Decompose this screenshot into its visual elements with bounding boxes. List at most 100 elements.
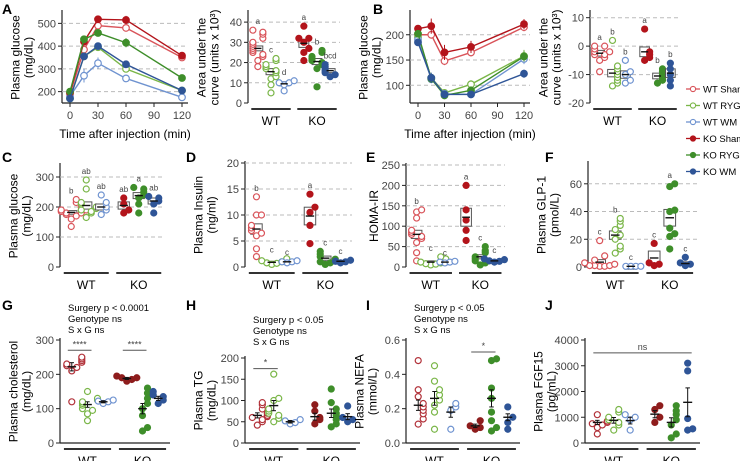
y-tick-label: 100 [221, 396, 239, 408]
significance-letter: b [315, 37, 320, 46]
data-point [504, 425, 512, 433]
data-point [87, 207, 95, 216]
data-point [178, 93, 186, 102]
data-point [656, 413, 664, 421]
data-point [447, 425, 455, 433]
data-point [327, 385, 335, 393]
data-point [417, 258, 425, 266]
x-tick-label: 90 [148, 110, 160, 122]
y-tick-label: 200 [386, 30, 404, 42]
data-point [480, 255, 488, 263]
data-point [80, 35, 88, 44]
data-point [138, 427, 147, 435]
x-tick-label: 60 [465, 110, 477, 122]
data-point [122, 74, 130, 83]
data-point [681, 253, 689, 261]
x-axis-label: Time after injection (min) [404, 127, 536, 141]
group-label-wt: WT [603, 114, 622, 128]
y-tick-label: 300 [36, 172, 54, 184]
x-tick-label: 0 [67, 110, 73, 122]
panel-letter-f: F [545, 149, 554, 165]
data-point [130, 183, 138, 192]
data-point [606, 48, 614, 56]
data-point [671, 206, 679, 214]
data-point [650, 239, 658, 248]
y-tick-label: 100 [36, 404, 54, 416]
y-tick-label: 4000 [555, 335, 579, 347]
data-point [88, 406, 97, 414]
panel-D: 0 5 10 15 20 Plasma Insulin (ng/ml) WT KO b c c a c c [192, 158, 355, 292]
x-axis-label: Time after injection (min) [59, 127, 191, 141]
data-point [621, 411, 629, 419]
data-point [601, 252, 609, 260]
data-point [414, 357, 422, 365]
y-tick-label: -20 [568, 98, 584, 110]
significance-label: * [482, 341, 486, 351]
significance-letter: a [302, 13, 307, 22]
group-label-ko: KO [323, 454, 340, 461]
data-point [82, 213, 90, 222]
data-point [626, 76, 634, 84]
significance-letter: c [652, 230, 656, 239]
data-point [413, 214, 421, 222]
y-tick-label: 5 [233, 236, 239, 248]
data-point [430, 362, 439, 370]
y-tick-label: 1000 [555, 412, 579, 424]
panel-E: 0 50 100 150 200 250 HOMA-IR WT KO b c c a c c [367, 160, 508, 292]
legend-label: KO Sham [703, 134, 740, 145]
significance-letter: c [270, 246, 274, 255]
data-point [267, 81, 275, 89]
panel-J: 0 1000 2000 3000 4000 Plasma FGF15 (pg/mL) WT KO… [532, 335, 700, 461]
y-tick-label: -10 [568, 70, 584, 82]
y-axis-label: Plasma cholesterol [7, 341, 21, 442]
data-point [143, 423, 152, 432]
x-tick-label: 0 [415, 110, 421, 122]
data-point [605, 413, 613, 421]
significance-letter: a [668, 171, 673, 180]
x-tick-label: 30 [92, 110, 104, 122]
legend-marker [689, 168, 697, 175]
data-point [178, 86, 186, 95]
y-tick-label: 300 [36, 335, 54, 347]
data-point [671, 230, 679, 238]
panel-letter-c: C [2, 149, 12, 165]
data-point [259, 50, 267, 59]
data-point [300, 48, 308, 57]
data-point [492, 355, 501, 363]
significance-letter: c [269, 46, 273, 55]
data-point [666, 59, 674, 67]
y-tick-label: 0.0 [385, 438, 400, 450]
panel-letter-d: D [186, 149, 196, 165]
y-tick-label: 0 [394, 262, 400, 274]
data-point [306, 240, 314, 248]
significance-label: **** [73, 339, 88, 349]
data-point [462, 216, 470, 224]
data-point [467, 90, 475, 99]
group-label-ko: KO [661, 278, 678, 292]
y-tick-label: 200 [221, 353, 239, 365]
data-point [451, 257, 459, 265]
y-tick-label: 200 [36, 369, 54, 381]
data-point [655, 260, 663, 268]
data-point [82, 176, 90, 184]
data-point [414, 29, 422, 38]
y-tick-label: 0 [48, 438, 54, 450]
data-point [113, 372, 121, 380]
y-tick-label: 0.6 [385, 335, 400, 347]
data-point [440, 48, 449, 57]
legend-marker [689, 151, 697, 159]
y-tick-label: 100 [382, 221, 400, 233]
y-axis-label: Plasma NEFA [353, 354, 367, 429]
data-point [462, 181, 470, 189]
anova-stat-line: Genotype ns [68, 314, 122, 325]
x-tick-label: 90 [491, 110, 503, 122]
data-point [414, 420, 422, 428]
y-tick-label: 50 [227, 417, 239, 429]
data-point [94, 42, 102, 51]
data-point [339, 413, 347, 422]
data-point [305, 44, 313, 53]
data-point [258, 257, 266, 265]
data-point [666, 224, 674, 232]
significance-letter: a [256, 17, 261, 26]
